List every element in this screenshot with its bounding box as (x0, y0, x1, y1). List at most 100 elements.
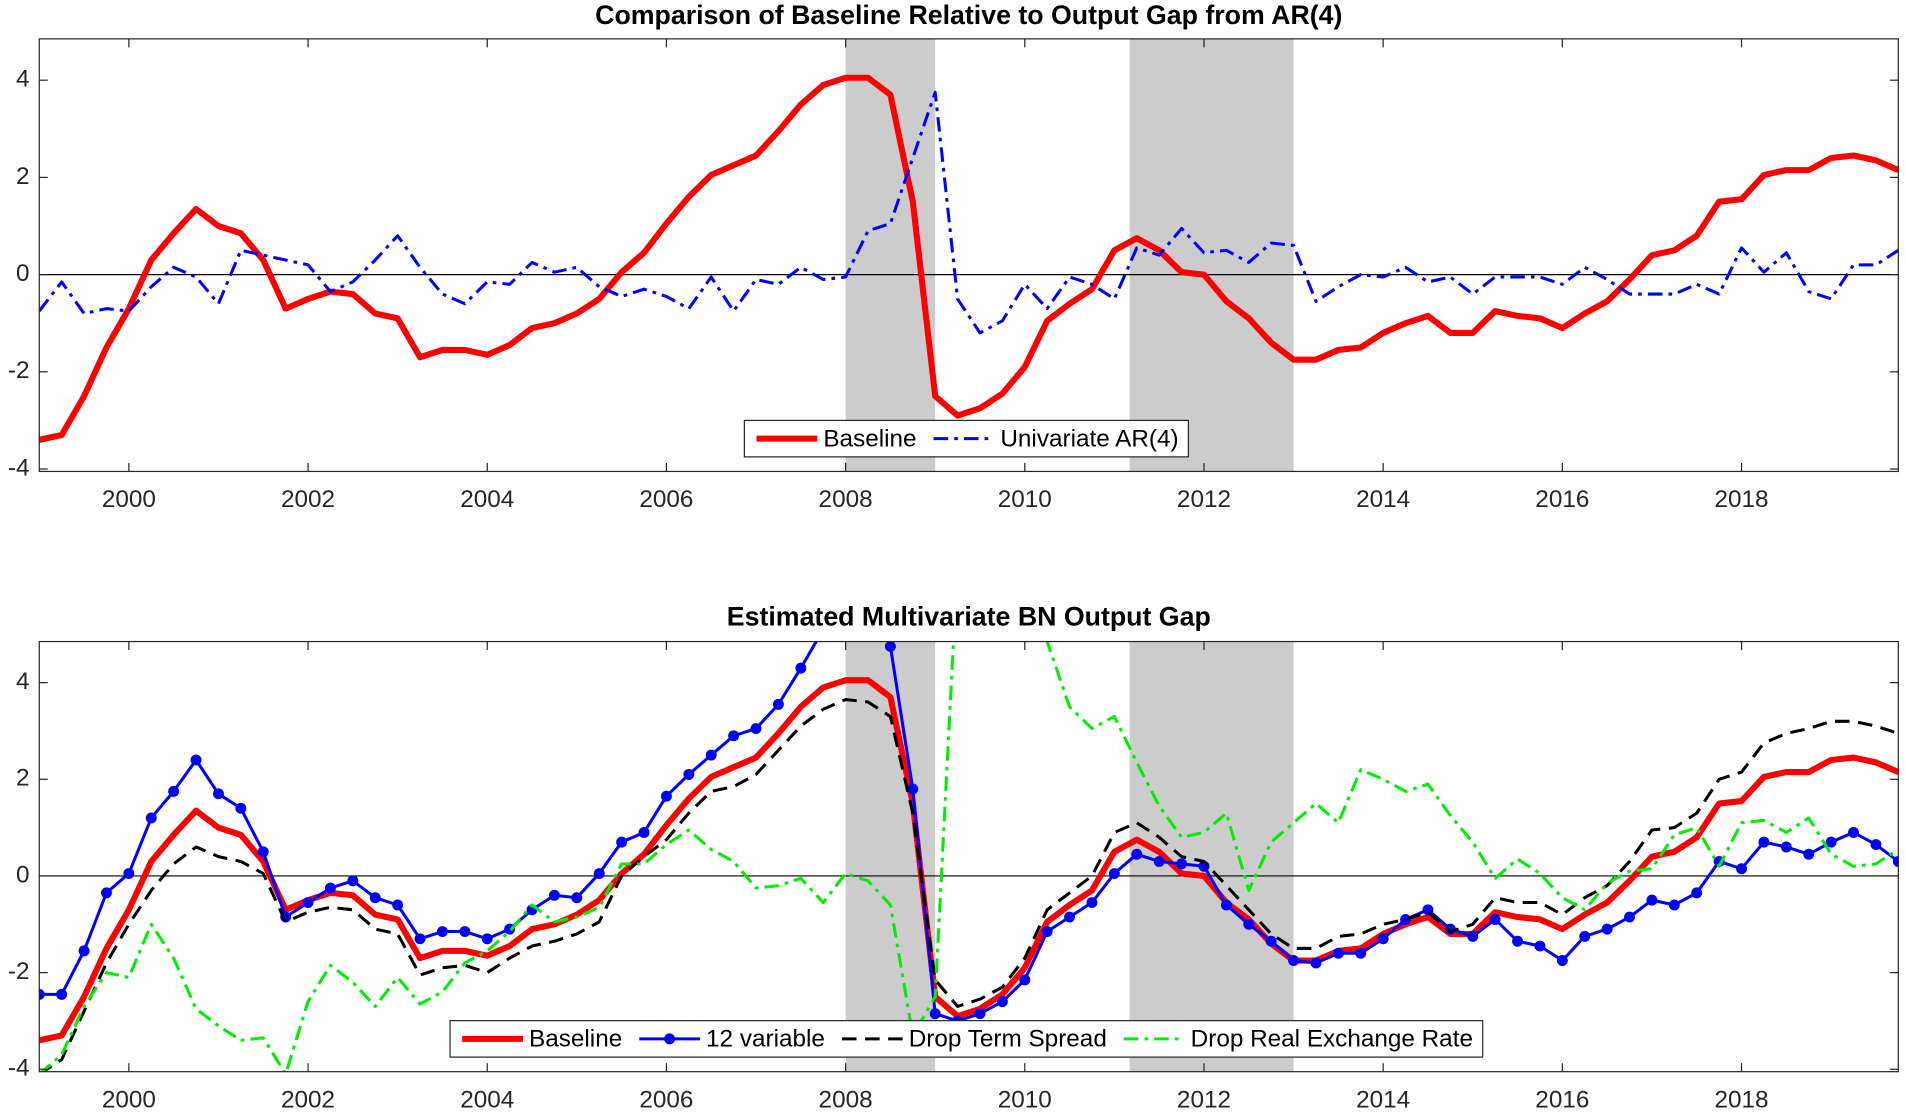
plot-area (39, 641, 1899, 1072)
legend-item: 12 variable (639, 1026, 825, 1053)
series-marker (1377, 933, 1389, 945)
series-marker (772, 698, 784, 710)
series-marker (1892, 855, 1899, 867)
series-marker (56, 988, 68, 1000)
x-tick-label: 2008 (819, 486, 873, 513)
legend-label: Baseline (529, 1026, 622, 1053)
x-tick-label: 2006 (639, 1086, 693, 1113)
series-marker (392, 899, 404, 911)
series-marker (414, 933, 426, 945)
series-marker (1355, 947, 1367, 959)
x-tick-label: 2012 (1177, 486, 1231, 513)
x-tick-label: 2010 (998, 486, 1052, 513)
series-line (39, 641, 1899, 1023)
series-marker (100, 887, 112, 899)
series-line (39, 90, 1899, 335)
series-line (39, 74, 1899, 443)
series-marker (638, 826, 650, 838)
legend: Baseline 12 variable Drop Term Spread Drop … (449, 1020, 1484, 1058)
series-marker (1108, 868, 1120, 880)
series-marker (1601, 923, 1613, 935)
series-marker (123, 868, 135, 880)
series-marker (1668, 899, 1680, 911)
x-tick-label: 2018 (1715, 1086, 1769, 1113)
series-marker (1422, 904, 1434, 916)
y-tick-label: 0 (16, 260, 30, 287)
series-marker (929, 1008, 941, 1020)
x-tick-label: 2010 (998, 1086, 1052, 1113)
chart-title: Estimated Multivariate BN Output Gap (727, 602, 1211, 632)
series-marker (1825, 836, 1837, 848)
series-marker (1243, 918, 1255, 930)
series-marker (1467, 930, 1479, 942)
series-marker (1019, 974, 1031, 986)
x-tick-label: 2016 (1535, 486, 1589, 513)
legend-label: Drop Real Exchange Rate (1191, 1026, 1473, 1053)
x-tick-label: 2002 (281, 1086, 335, 1113)
legend-item: Drop Real Exchange Rate (1123, 1026, 1473, 1053)
series-marker (1176, 858, 1188, 870)
series-marker (78, 945, 90, 957)
series-marker (1624, 911, 1636, 923)
legend-label: 12 variable (706, 1026, 825, 1053)
x-tick-label: 2002 (281, 486, 335, 513)
series-marker (1041, 926, 1053, 937)
x-tick-label: 2016 (1535, 1086, 1589, 1113)
y-tick-label: -4 (8, 1055, 30, 1082)
series-marker (212, 788, 224, 800)
series-marker (1489, 913, 1501, 925)
series-marker (235, 802, 247, 814)
series-marker (1803, 848, 1815, 860)
series-marker (436, 926, 448, 937)
x-tick-label: 2000 (102, 486, 156, 513)
y-tick-label: -2 (8, 357, 30, 384)
legend-item: Drop Term Spread (841, 1026, 1107, 1053)
series-marker (1265, 935, 1277, 947)
series-marker (257, 846, 269, 858)
legend-label: Univariate AR(4) (1000, 425, 1178, 452)
x-tick-label: 2014 (1356, 1086, 1410, 1113)
y-tick-label: -4 (8, 454, 30, 481)
legend-item: Univariate AR(4) (933, 425, 1179, 452)
series-marker (1220, 899, 1232, 911)
series-marker (683, 768, 695, 780)
series-marker (974, 1008, 986, 1020)
series-marker (1556, 955, 1568, 966)
series-marker (168, 785, 180, 797)
series-marker (145, 812, 157, 824)
y-tick-label: -2 (8, 958, 30, 985)
series-marker (1288, 955, 1300, 966)
subplot: 2000 2002 2004 2006 2008 2010 2012 2014 2016 2018… (8, 602, 1899, 1113)
series-line (39, 641, 1899, 1072)
plot-area (39, 38, 1899, 472)
series-marker (795, 662, 807, 674)
x-tick-label: 2004 (460, 1086, 514, 1113)
series-marker (1332, 947, 1344, 959)
series-marker (1780, 841, 1792, 853)
x-tick-label: 2012 (1177, 1086, 1231, 1113)
legend-label: Drop Term Spread (909, 1026, 1107, 1053)
series-marker (1131, 848, 1143, 860)
series-marker (1153, 855, 1165, 867)
series-marker (39, 988, 45, 1000)
series-marker (593, 868, 605, 880)
series-marker (1310, 957, 1322, 969)
recession-shade (1129, 641, 1294, 1072)
x-tick-label: 2000 (102, 1086, 156, 1113)
legend-box (449, 1020, 1484, 1058)
series-marker (705, 749, 717, 761)
y-tick-label: 4 (16, 668, 30, 695)
x-tick-label: 2018 (1715, 486, 1769, 513)
series-marker (548, 889, 560, 901)
legend-item: Baseline (756, 425, 917, 452)
series-marker (1534, 940, 1546, 952)
series-marker (1758, 836, 1770, 848)
series-marker (369, 892, 381, 904)
series-line (40, 698, 1899, 1072)
axes-box (38, 640, 1899, 1073)
series-marker (884, 641, 896, 652)
legend-marker (664, 1033, 676, 1045)
series-line (39, 677, 1899, 1044)
